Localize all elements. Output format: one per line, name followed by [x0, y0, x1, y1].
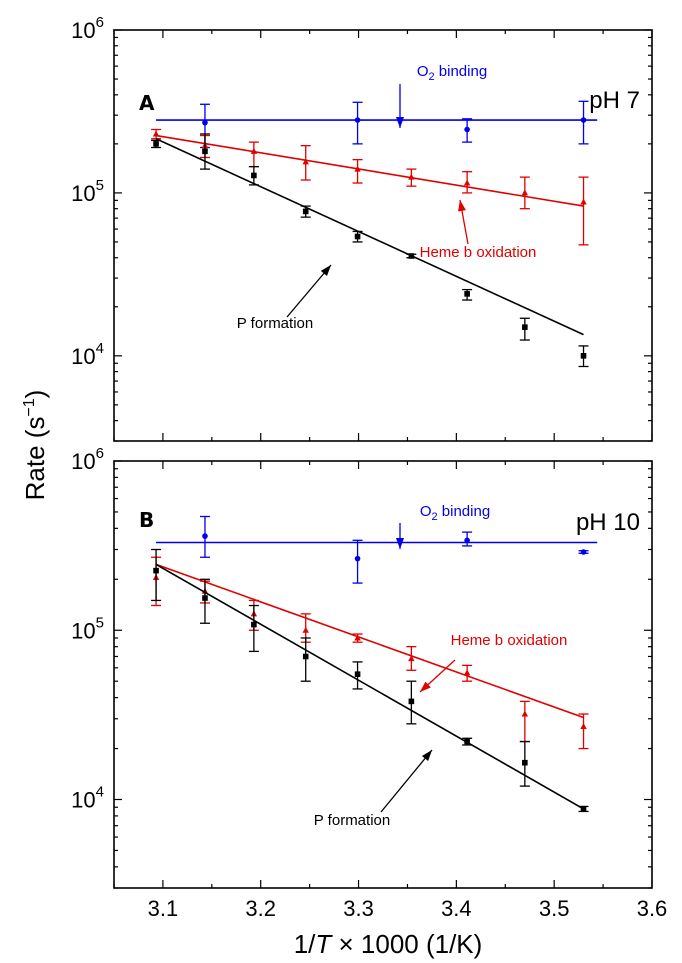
point-p: [464, 738, 470, 745]
x-tick-label: 3.5: [539, 896, 570, 921]
point-o2: [464, 537, 470, 544]
point-p: [580, 353, 587, 359]
panel-b: 3.1 3.2 3.3 3.4 3.5 3.6 104 105 106 B pH 10 O2 bind…: [71, 445, 667, 921]
point-heme: [354, 165, 361, 172]
point-p: [580, 806, 587, 812]
p-arrow-head: [320, 265, 331, 276]
panel-letter: B: [139, 508, 154, 532]
x-tick-label: 3.1: [148, 896, 179, 921]
heme-oxidation-label: Heme b oxidation: [451, 632, 568, 649]
y-tick-label: 104: [71, 340, 104, 369]
x-tick-label: 3.4: [441, 896, 472, 921]
y-tick-label: 105: [71, 614, 104, 643]
heme-oxidation-label: Heme b oxidation: [420, 244, 537, 261]
point-heme: [463, 179, 471, 186]
point-p: [522, 324, 528, 330]
x-axis-title: 1/T × 1000 (1/K): [294, 929, 483, 959]
ph-label: pH 7: [589, 87, 640, 114]
fit-line-heme: [155, 134, 584, 207]
series-o2: [156, 100, 598, 149]
x-tick-label: 3.6: [637, 896, 668, 921]
point-p: [202, 595, 208, 601]
point-p: [251, 621, 257, 628]
panel-letter: A: [139, 91, 155, 115]
point-p: [302, 653, 309, 660]
point-heme: [302, 158, 309, 165]
o2-arrow-head: [396, 538, 404, 549]
heme-arrow-head: [458, 200, 466, 212]
y-tick-label: 106: [71, 14, 104, 43]
point-heme: [408, 173, 415, 180]
point-heme: [463, 669, 471, 676]
point-p: [408, 253, 415, 259]
plot-frame: [113, 29, 653, 442]
point-o2: [354, 117, 361, 123]
series-p: [151, 548, 589, 813]
point-heme: [250, 147, 258, 154]
point-p: [251, 172, 257, 179]
point-heme: [580, 198, 587, 205]
point-heme: [302, 626, 309, 633]
x-tick-label: 3.3: [343, 896, 374, 921]
p-arrow-head: [421, 750, 432, 762]
point-heme: [354, 634, 361, 641]
fit-line-heme: [155, 563, 584, 719]
p-formation-label: P formation: [237, 315, 313, 332]
fit-line-p: [155, 563, 584, 810]
point-o2: [464, 126, 470, 133]
series-heme: [151, 556, 589, 750]
o2-binding-label: O2 binding: [417, 63, 487, 83]
ph-label: pH 10: [576, 509, 640, 536]
point-heme: [521, 710, 529, 717]
point-o2: [580, 549, 587, 555]
point-p: [522, 759, 528, 766]
panel-a: 104 105 106 A pH 7 O2 binding Heme b oxidation…: [71, 14, 653, 442]
point-p: [153, 567, 159, 574]
y-tick-label: 104: [71, 784, 104, 813]
y-tick-label: 105: [71, 177, 104, 206]
heme-arrow-head: [420, 681, 431, 692]
point-p: [153, 141, 159, 147]
p-formation-label: P formation: [314, 812, 390, 829]
point-p: [464, 291, 470, 297]
point-o2: [202, 533, 208, 539]
point-p: [202, 148, 208, 155]
point-heme: [408, 655, 415, 662]
point-o2: [580, 117, 587, 123]
y-axis-title: Rate (s−1): [20, 390, 50, 501]
o2-arrow-head: [396, 117, 404, 128]
series-o2: [156, 515, 598, 584]
point-heme: [152, 130, 160, 137]
point-heme: [580, 722, 587, 729]
point-p: [354, 671, 361, 677]
x-tick-label: 3.2: [245, 896, 276, 921]
point-o2: [354, 555, 361, 562]
point-heme: [521, 189, 529, 196]
series-heme: [151, 128, 589, 246]
point-p: [408, 698, 415, 705]
plot-frame: [113, 460, 653, 889]
series-p: [151, 133, 589, 368]
p-arrow: [380, 749, 433, 813]
fit-line-p: [155, 138, 584, 336]
o2-binding-label: O2 binding: [420, 503, 490, 523]
p-arrow: [286, 264, 332, 318]
point-p: [302, 208, 309, 215]
y-tick-label: 106: [71, 445, 104, 474]
point-p: [354, 233, 361, 240]
point-o2: [202, 119, 208, 126]
